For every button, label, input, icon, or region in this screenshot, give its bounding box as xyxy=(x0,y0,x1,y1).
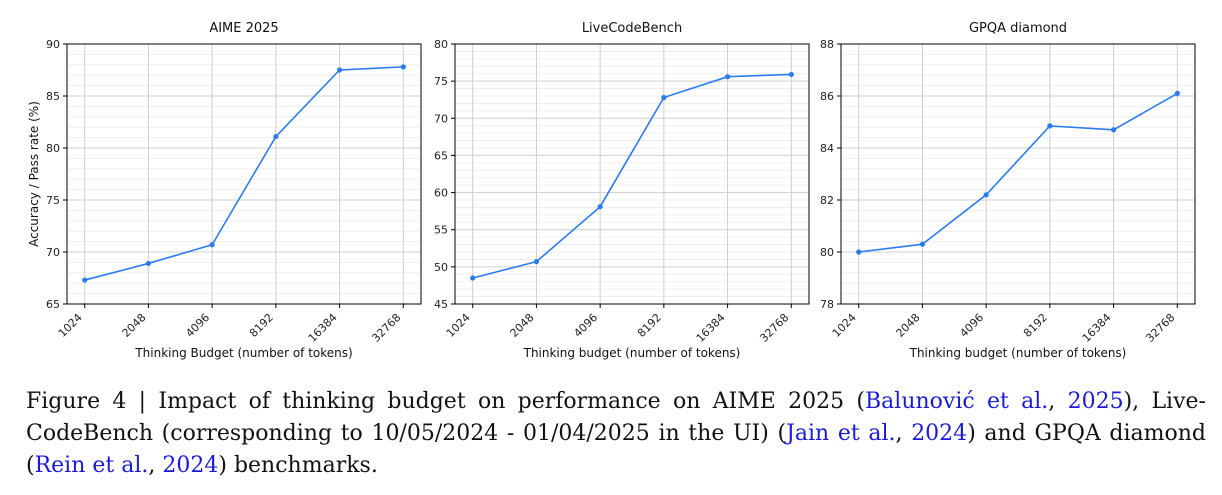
caption-figure-label: Figure 4 | xyxy=(26,389,159,414)
data-point xyxy=(82,277,88,283)
charts-figure: 65 70 75 80 85 90 1024 2048 4096 8192 16384 32768 AI… xyxy=(27,21,1196,360)
data-point xyxy=(661,94,667,101)
x-tick-label: 1024 xyxy=(56,311,85,340)
data-point xyxy=(1110,127,1117,133)
caption-sep-1: , xyxy=(1048,389,1068,414)
y-tick-label: 82 xyxy=(820,194,834,207)
y-tick-label: 90 xyxy=(46,38,60,51)
x-axis-label: Thinking budget (number of tokens) xyxy=(523,346,741,360)
caption-text-4: ) benchmarks. xyxy=(218,453,378,478)
y-tick-label: 80 xyxy=(820,246,834,259)
series-line xyxy=(858,92,1178,253)
chart-title: GPQA diamond xyxy=(969,21,1067,36)
y-tick-label: 80 xyxy=(46,142,60,155)
x-tick-label: 4096 xyxy=(957,311,986,340)
caption-sep-2: , xyxy=(895,421,912,446)
data-point xyxy=(400,64,406,70)
data-point xyxy=(273,133,279,140)
y-tick-label: 70 xyxy=(46,246,60,259)
y-tick-label: 65 xyxy=(434,149,448,162)
x-tick-label: 2048 xyxy=(120,311,149,340)
data-point xyxy=(724,74,731,80)
y-tick-label: 65 xyxy=(46,298,60,311)
y-tick-label: 86 xyxy=(820,90,834,103)
y-tick-label: 78 xyxy=(820,298,834,311)
y-tick-label: 60 xyxy=(434,187,448,200)
y-tick-label: 55 xyxy=(434,224,448,237)
data-point xyxy=(597,204,603,210)
data-point xyxy=(788,71,794,78)
plot-frame xyxy=(840,43,1196,305)
y-tick-label: 45 xyxy=(434,298,448,311)
series-line xyxy=(472,73,792,279)
data-point xyxy=(336,67,343,73)
series-line xyxy=(84,66,404,281)
caption-text-1: Impact of thinking budget on performance… xyxy=(158,389,865,414)
x-tick-label: 32768 xyxy=(1143,311,1177,345)
data-point xyxy=(145,260,152,267)
data-point xyxy=(919,241,926,247)
chart-panel-2: 45 50 55 60 65 70 75 80 1024 2048 4096 8192 16384 327… xyxy=(434,21,810,360)
plot-frame xyxy=(66,43,422,305)
x-tick-label: 1024 xyxy=(830,311,859,340)
citation-link-jain-year[interactable]: 2024 xyxy=(911,421,968,446)
citation-link-rein-year[interactable]: 2024 xyxy=(162,453,219,478)
x-axis-label: Thinking Budget (number of tokens) xyxy=(134,346,352,360)
x-tick-label: 8192 xyxy=(635,311,664,340)
x-tick-label: 16384 xyxy=(306,311,340,345)
data-point xyxy=(1174,90,1180,96)
y-tick-label: 88 xyxy=(820,38,834,51)
data-point xyxy=(209,242,215,248)
x-tick-label: 16384 xyxy=(1080,311,1114,345)
citation-link-balunovic-year[interactable]: 2025 xyxy=(1067,389,1124,414)
chart-title: LiveCodeBench xyxy=(582,21,682,36)
x-tick-label: 8192 xyxy=(1021,311,1050,340)
caption-text-2: ), Live-CodeBench (corresponding to 10/0… xyxy=(26,389,1206,446)
citation-link-jain[interactable]: Jain et al. xyxy=(786,421,896,446)
x-tick-label: 4096 xyxy=(571,311,600,340)
y-tick-label: 85 xyxy=(46,90,60,103)
chart-panel-1: 65 70 75 80 85 90 1024 2048 4096 8192 16384 32768 AI… xyxy=(27,21,422,360)
x-tick-label: 32768 xyxy=(369,311,403,345)
caption-text-3: ) and GPQA diamond ( xyxy=(26,421,1207,478)
data-point xyxy=(983,192,989,198)
x-tick-label: 32768 xyxy=(757,311,791,345)
y-tick-label: 84 xyxy=(820,142,834,155)
x-tick-label: 4096 xyxy=(183,311,212,340)
y-tick-label: 75 xyxy=(46,194,60,207)
plot-frame xyxy=(454,43,810,305)
data-point xyxy=(533,259,540,265)
y-tick-label: 75 xyxy=(434,75,448,88)
citation-link-balunovic[interactable]: Balunović et al. xyxy=(865,389,1049,414)
y-axis-label: Accuracy / Pass rate (%) xyxy=(27,101,41,247)
chart-panel-3: 78 80 82 84 86 88 1024 2048 4096 8192 16384 32768 GP… xyxy=(820,21,1196,360)
x-axis-label: Thinking budget (number of tokens) xyxy=(909,346,1127,360)
y-tick-label: 50 xyxy=(434,261,448,274)
chart-title: AIME 2025 xyxy=(209,21,278,36)
data-point xyxy=(856,249,862,255)
x-tick-label: 2048 xyxy=(894,311,923,340)
caption-sep-3: , xyxy=(148,453,163,478)
x-tick-label: 2048 xyxy=(508,311,537,340)
figure-caption: Figure 4 | Impact of thinking budget on … xyxy=(26,386,1206,482)
data-point xyxy=(1047,123,1053,129)
x-tick-label: 16384 xyxy=(694,311,728,345)
x-tick-label: 8192 xyxy=(247,311,276,340)
y-tick-label: 80 xyxy=(434,38,448,51)
y-tick-label: 70 xyxy=(434,112,448,125)
data-point xyxy=(470,275,476,281)
citation-link-rein[interactable]: Rein et al. xyxy=(34,453,149,478)
x-tick-label: 1024 xyxy=(444,311,473,340)
